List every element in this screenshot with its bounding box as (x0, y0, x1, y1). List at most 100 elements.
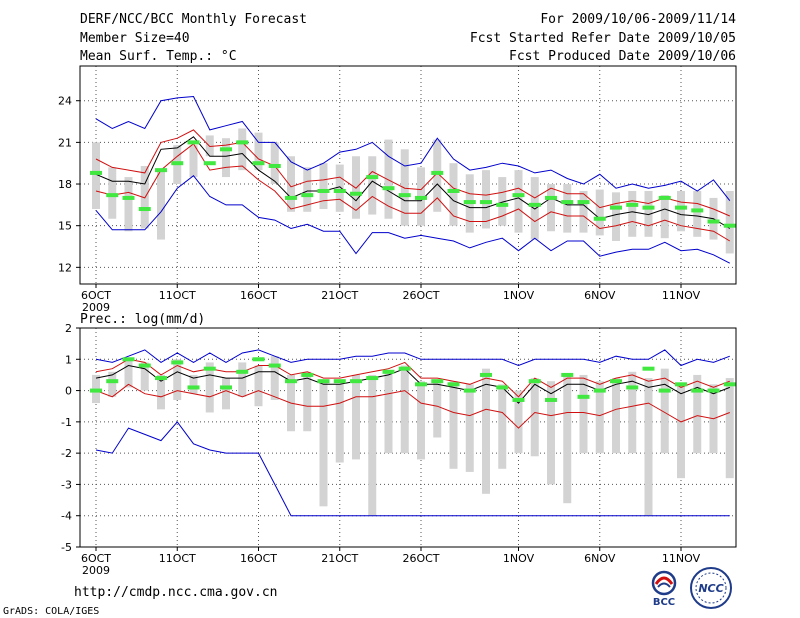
prec-box (482, 368, 490, 494)
prec-median-mark (658, 388, 671, 393)
forecast-started-label: Fcst Started Refer Date 2009/10/05 (469, 31, 736, 46)
prec-mean-line (95, 364, 730, 404)
prec-xtick-label: 11NOV (662, 552, 701, 565)
temp-median-mark (317, 188, 330, 193)
prec-box (644, 378, 653, 516)
prec-median-mark (512, 397, 525, 402)
prec-xtick-label: 26OCT (402, 552, 439, 565)
temp-median-mark (301, 193, 314, 198)
temp-ytick-label: 24 (58, 95, 72, 108)
temp-box (92, 142, 100, 210)
temp-box (254, 132, 263, 171)
prec-box (384, 371, 393, 454)
prec-xtick-label: 11OCT (159, 552, 196, 565)
prec-median-mark (187, 385, 200, 390)
prec-box (612, 378, 620, 454)
temperature-variable-label: Mean Surf. Temp.: °C (80, 49, 237, 64)
svg-text:BCC: BCC (653, 597, 675, 608)
prec-median-mark (463, 388, 476, 393)
grads-credit: GrADS: COLA/IGES (3, 606, 100, 617)
temp-median-mark (707, 219, 720, 224)
prec-max-line (95, 349, 730, 367)
temp-box (644, 190, 653, 237)
member-size-label: Member Size=40 (80, 31, 190, 46)
prec-median-mark (707, 388, 720, 393)
temp-median-mark (333, 188, 346, 193)
temp-box (660, 195, 669, 239)
prec-median-mark (301, 372, 314, 377)
prec-box (335, 384, 344, 463)
temp-median-mark (350, 191, 362, 196)
temp-median-mark (138, 207, 151, 212)
prec-spread-low-line (95, 383, 730, 429)
prec-box (449, 381, 458, 469)
prec-median-mark (480, 372, 492, 377)
prec-median-mark (415, 382, 427, 387)
temp-median-mark (220, 147, 232, 152)
prec-box (352, 374, 360, 460)
temp-xtick-sublabel: 2009 (82, 301, 110, 314)
temp-median-mark (122, 195, 135, 200)
chart-title: DERF/NCC/BCC Monthly Forecast (80, 12, 307, 27)
temp-box (157, 170, 165, 240)
prec-median-mark (447, 382, 460, 387)
temp-box (693, 190, 702, 237)
prec-min-line (95, 421, 730, 517)
prec-median-mark (333, 379, 346, 384)
prec-median-mark (691, 388, 704, 393)
temp-mean-line (95, 136, 731, 229)
prec-box (563, 374, 572, 504)
prec-box (319, 381, 328, 507)
prec-ytick-label: -3 (61, 478, 72, 491)
prec-box (628, 371, 637, 454)
prec-median-mark (203, 366, 216, 371)
temp-median-mark (528, 202, 541, 207)
temp-median-mark (691, 208, 704, 213)
prec-box (498, 384, 507, 469)
temp-median-mark (577, 200, 590, 205)
temp-box (433, 139, 442, 212)
temp-median-mark (593, 216, 606, 221)
prec-xtick-sublabel: 2009 (82, 564, 110, 577)
temp-frame (79, 65, 737, 285)
temp-spread-high-line (95, 129, 730, 217)
temp-box (222, 138, 230, 178)
temp-median-mark (171, 161, 184, 166)
temp-box (595, 189, 604, 236)
prec-median-mark (106, 379, 119, 384)
temp-xtick-label: 11OCT (159, 289, 196, 302)
prec-xtick-label: 16OCT (240, 552, 277, 565)
temp-median-mark (398, 193, 411, 198)
temp-median-mark (512, 193, 525, 198)
temp-median-mark (447, 188, 460, 193)
prec-median-mark (723, 382, 736, 387)
source-url[interactable]: http://cmdp.ncc.cma.gov.cn (74, 585, 278, 600)
prec-ytick-label: 0 (65, 385, 72, 398)
prec-median-mark (577, 394, 590, 399)
prec-box (417, 381, 425, 460)
prec-box (465, 384, 474, 472)
temp-box (335, 164, 344, 212)
prec-box (547, 381, 555, 485)
prec-box (108, 371, 117, 397)
temp-box (725, 190, 734, 254)
temp-ytick-label: 18 (58, 178, 72, 191)
temp-box (270, 142, 279, 185)
temp-ytick-label: 15 (58, 220, 72, 233)
temp-box (677, 190, 685, 232)
prec-median-mark (138, 363, 151, 368)
prec-median-mark (366, 376, 379, 381)
temp-median-mark (723, 223, 736, 228)
temp-median-mark (155, 168, 167, 173)
prec-median-mark (236, 369, 249, 374)
prec-median-mark (382, 369, 395, 374)
temp-box (498, 177, 507, 226)
temp-median-mark (626, 202, 639, 207)
prec-median-mark (285, 379, 297, 384)
temp-min-line (95, 175, 731, 264)
ncc-logo: NCC (688, 566, 734, 614)
prec-median-mark (171, 360, 184, 365)
prec-xtick-label: 6NOV (584, 552, 616, 565)
prec-median-mark (155, 376, 167, 381)
